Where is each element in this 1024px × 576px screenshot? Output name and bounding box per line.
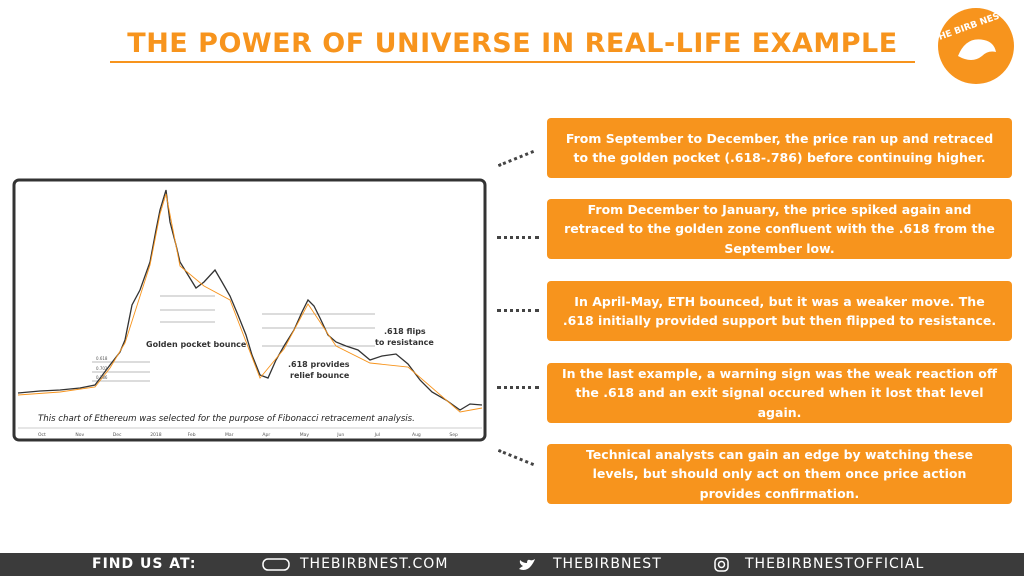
- note-box: In April-May, ETH bounced, but it was a …: [547, 281, 1012, 341]
- footer: FIND US AT: THEBIRBNEST.COM THEBIRBNEST …: [0, 553, 1024, 576]
- annotation: to resistance: [375, 338, 434, 347]
- x-axis-label: Sep: [449, 432, 458, 438]
- x-axis-label: Nov: [75, 432, 84, 438]
- note-box: From September to December, the price ra…: [547, 118, 1012, 178]
- annotation: relief bounce: [290, 371, 350, 380]
- x-axis-label: Mar: [225, 432, 234, 438]
- twitter-icon: [519, 559, 535, 570]
- footer-label: FIND US AT:: [92, 556, 197, 572]
- x-axis-label: Apr: [262, 432, 270, 438]
- fib-level: 0.786: [96, 375, 108, 380]
- fib-level: 0.618: [96, 356, 108, 361]
- x-axis-label: 2018: [150, 432, 162, 438]
- x-axis-label: Aug: [412, 432, 421, 438]
- twitter[interactable]: THEBIRBNEST: [553, 556, 662, 572]
- instagram[interactable]: THEBIRBNESTOFFICIAL: [745, 556, 925, 572]
- x-axis-label: Jun: [336, 432, 344, 438]
- annotation: .618 flips: [384, 327, 426, 336]
- annotation: .618 provides: [288, 360, 350, 369]
- title: THE POWER OF UNIVERSE IN REAL-LIFE EXAMP…: [110, 28, 915, 63]
- note-box: From December to January, the price spik…: [547, 199, 1012, 259]
- connector: [497, 386, 539, 389]
- x-axis-label: Dec: [113, 432, 122, 438]
- x-axis-label: Jul: [374, 432, 380, 438]
- annotation: Golden pocket bounce: [146, 340, 247, 349]
- web-icon: [262, 558, 290, 571]
- x-axis-label: Feb: [188, 432, 196, 438]
- x-axis-label: May: [300, 432, 310, 438]
- note-box: In the last example, a warning sign was …: [547, 363, 1012, 423]
- fib-level: 0.702: [96, 366, 108, 371]
- instagram-icon: [714, 557, 729, 572]
- x-axis-label: Oct: [38, 432, 46, 438]
- note-box: Technical analysts can gain an edge by w…: [547, 444, 1012, 504]
- website[interactable]: THEBIRBNEST.COM: [300, 556, 449, 572]
- caption: This chart of Ethereum was selected for …: [38, 414, 415, 424]
- connector: [497, 309, 539, 312]
- logo: THE BIRB NEST: [936, 8, 1014, 84]
- connector: [497, 236, 539, 239]
- chart-image: 0.618 0.702 0.786 Golden pocket bounce .…: [12, 178, 487, 442]
